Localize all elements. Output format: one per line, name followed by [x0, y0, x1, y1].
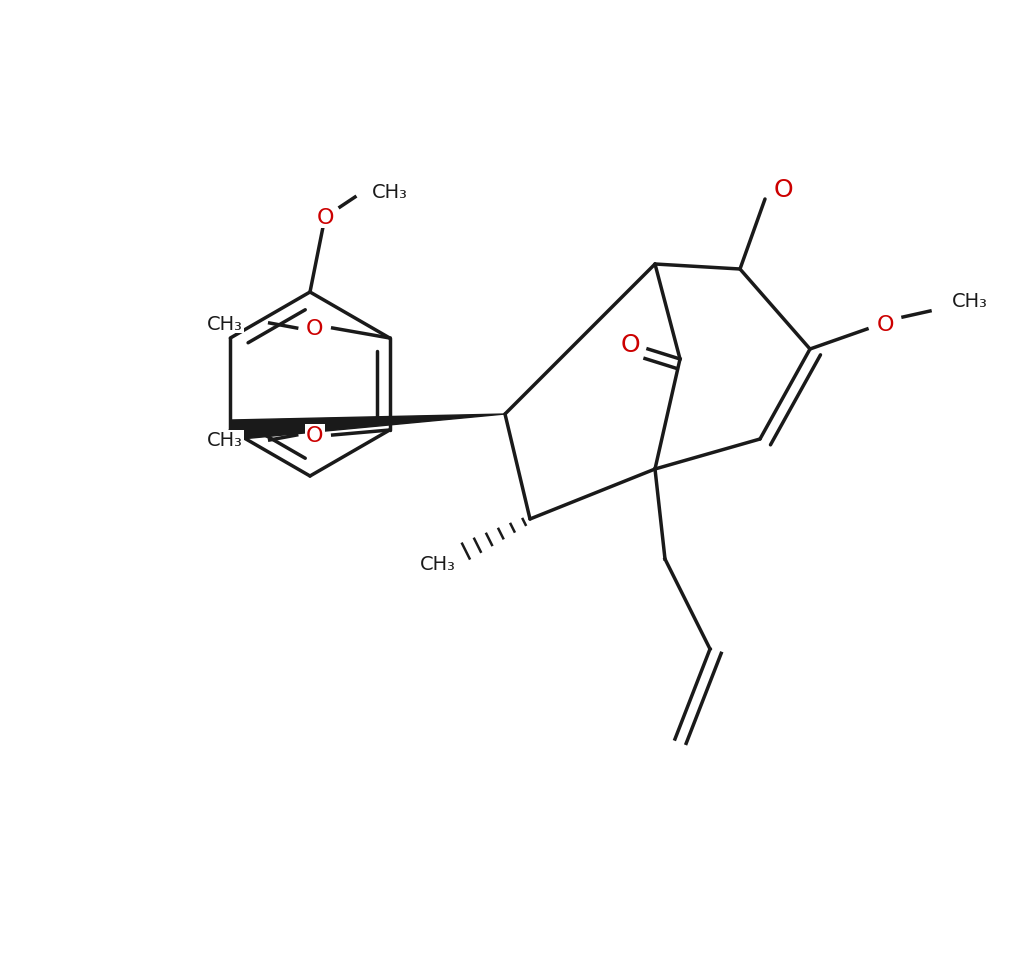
Text: CH₃: CH₃	[952, 293, 988, 311]
Text: O: O	[876, 315, 893, 334]
Text: CH₃: CH₃	[420, 555, 456, 574]
Text: O: O	[773, 178, 793, 202]
Text: CH₃: CH₃	[206, 431, 243, 450]
Text: O: O	[306, 319, 324, 338]
Text: CH₃: CH₃	[206, 314, 243, 333]
Polygon shape	[230, 415, 505, 441]
Text: CH₃: CH₃	[372, 183, 408, 203]
Text: O: O	[317, 207, 334, 228]
Text: O: O	[306, 425, 324, 446]
Text: O: O	[620, 332, 640, 357]
